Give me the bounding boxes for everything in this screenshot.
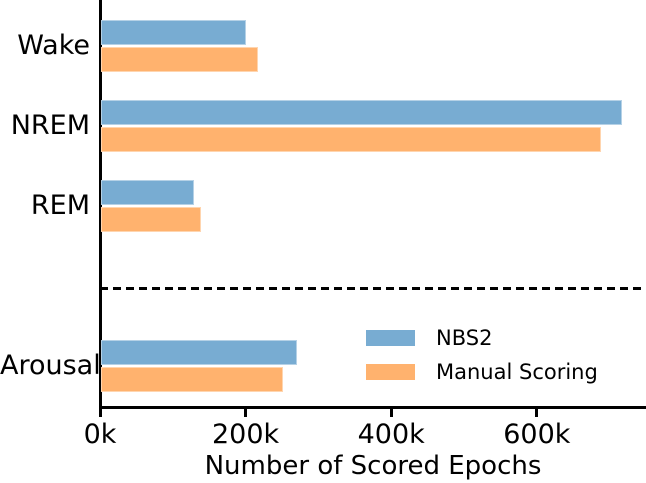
legend-row-nbs2: NBS2 bbox=[366, 326, 598, 350]
bar-arousal-nbs2 bbox=[100, 339, 298, 365]
y-axis-line bbox=[99, 0, 102, 409]
legend-swatch-nbs2 bbox=[366, 330, 415, 346]
legend: NBS2 Manual Scoring bbox=[366, 326, 598, 398]
x-tick-label-0k: 0k bbox=[83, 419, 117, 450]
bar-wake-manual-scoring bbox=[100, 46, 259, 72]
x-tick-mark-600k bbox=[535, 409, 539, 417]
y-axis-label-wake: Wake bbox=[17, 29, 90, 61]
y-axis-label-nrem: NREM bbox=[10, 110, 90, 141]
bar-nrem-nbs2 bbox=[100, 100, 622, 125]
bar-arousal-manual-scoring bbox=[100, 366, 283, 392]
x-tick-label-600k: 600k bbox=[503, 419, 571, 450]
x-axis-title: Number of Scored Epochs bbox=[204, 451, 542, 481]
bar-nrem-manual-scoring bbox=[100, 127, 601, 152]
x-axis-line bbox=[99, 406, 646, 409]
x-tick-mark-200k bbox=[244, 409, 248, 417]
x-tick-label-200k: 200k bbox=[212, 419, 280, 450]
bar-wake-nbs2 bbox=[100, 19, 247, 45]
x-tick-label-400k: 400k bbox=[357, 419, 425, 450]
legend-label-manual-scoring: Manual Scoring bbox=[436, 360, 598, 384]
legend-swatch-manual-scoring bbox=[366, 364, 415, 380]
x-tick-mark-400k bbox=[389, 409, 393, 417]
y-axis-label-rem: REM bbox=[30, 189, 90, 221]
bar-rem-nbs2 bbox=[100, 179, 194, 205]
x-tick-mark-0k bbox=[98, 409, 102, 417]
legend-row-manual-scoring: Manual Scoring bbox=[366, 360, 598, 384]
legend-label-nbs2: NBS2 bbox=[436, 326, 493, 350]
separator-dashed-line bbox=[100, 287, 646, 290]
bar-rem-manual-scoring bbox=[100, 206, 201, 232]
y-axis-label-arousal: Arousal bbox=[0, 349, 101, 381]
